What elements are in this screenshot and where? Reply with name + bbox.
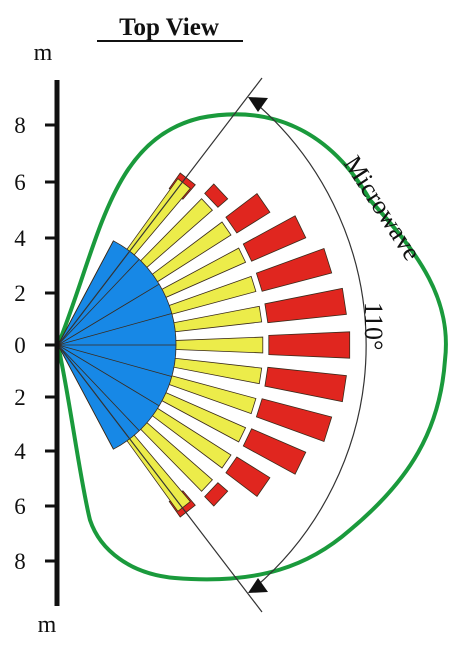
axis-tick-label: 2 bbox=[14, 281, 26, 306]
arrowhead-icon bbox=[248, 97, 268, 112]
arrowhead-icon bbox=[248, 578, 268, 593]
near-zone-divider bbox=[57, 344, 114, 450]
pir-far-zone-finger bbox=[242, 428, 307, 475]
pir-detection-fan bbox=[57, 172, 351, 518]
microwave-coverage-outline bbox=[55, 112, 448, 582]
axis-tick-label: 6 bbox=[14, 170, 26, 195]
axis-tick-label: 2 bbox=[14, 385, 26, 410]
pir-far-zone-finger bbox=[264, 287, 347, 324]
pir-far-zone-finger bbox=[264, 366, 347, 403]
pir-far-zone-finger bbox=[255, 398, 333, 443]
pir-far-zone-finger bbox=[204, 183, 229, 208]
coverage-boundary-line-bottom bbox=[57, 344, 263, 613]
coverage-boundary-line-top bbox=[57, 77, 263, 346]
axis-tick-label: 8 bbox=[14, 113, 26, 138]
axis-tick-label: 6 bbox=[14, 494, 26, 519]
axis-tick-label: 4 bbox=[14, 226, 26, 251]
near-zone-divider bbox=[57, 344, 172, 377]
pir-far-zone-finger bbox=[242, 215, 307, 262]
near-zone-divider bbox=[57, 313, 172, 346]
pir-far-zone-finger bbox=[204, 482, 229, 507]
axis-tick-label: 0 bbox=[14, 333, 26, 358]
pir-far-zone-finger bbox=[225, 193, 271, 234]
axis-tick-label: 8 bbox=[14, 549, 26, 574]
axis-tick-label: 4 bbox=[14, 439, 26, 464]
angle-indicator bbox=[57, 77, 367, 613]
near-zone-divider bbox=[57, 344, 140, 431]
axis-unit-top: m bbox=[34, 40, 53, 66]
distance-axis: m m 8 6 4 2 0 2 4 6 8 bbox=[14, 40, 60, 638]
axis-unit-bottom: m bbox=[38, 612, 57, 638]
near-zone-divider bbox=[57, 259, 140, 346]
near-zone-divider bbox=[57, 240, 114, 346]
axis-ticks: 8 6 4 2 0 2 4 6 8 bbox=[14, 113, 57, 574]
pir-far-zone-finger bbox=[268, 331, 351, 359]
angle-label: 110° bbox=[359, 302, 388, 350]
angle-arc bbox=[251, 99, 367, 591]
pir-far-zone-finger bbox=[255, 247, 333, 292]
pir-mid-zone-finger bbox=[169, 336, 264, 354]
pir-far-zone-finger bbox=[225, 456, 271, 497]
near-zone-divider bbox=[57, 344, 160, 407]
near-zone-divider bbox=[57, 283, 160, 346]
diagram-title: Top View bbox=[119, 14, 219, 41]
